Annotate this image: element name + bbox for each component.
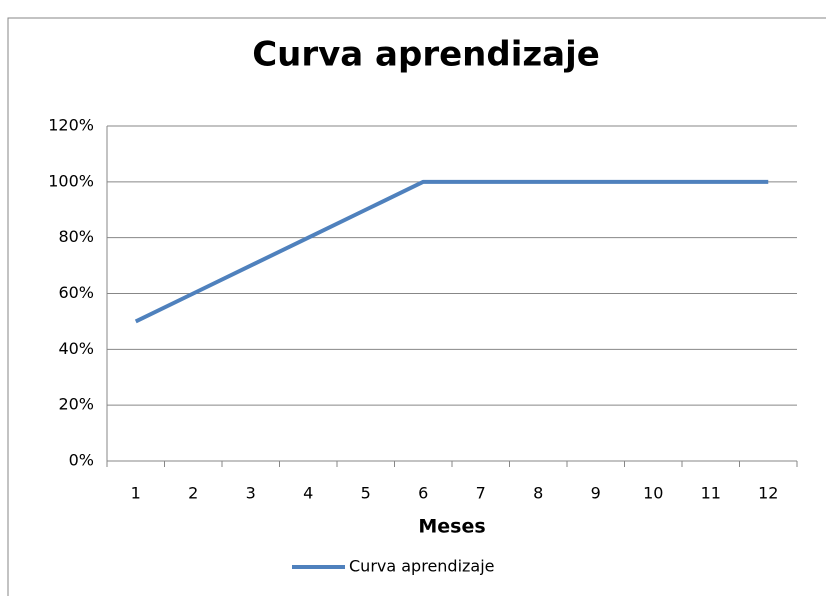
x-tick-label: 3 xyxy=(246,484,256,503)
x-tick-label: 12 xyxy=(758,484,778,503)
y-tick-label: 80% xyxy=(58,227,94,246)
x-tick-label: 2 xyxy=(188,484,198,503)
y-tick-label: 120% xyxy=(48,116,94,135)
x-tick-label: 10 xyxy=(643,484,663,503)
y-tick-label: 0% xyxy=(69,451,94,470)
y-tick-label: 20% xyxy=(58,395,94,414)
y-tick-label: 40% xyxy=(58,339,94,358)
x-tick-label: 6 xyxy=(418,484,428,503)
x-axis-label: Meses xyxy=(418,516,485,538)
x-tick-label: 9 xyxy=(591,484,601,503)
chart-frame xyxy=(7,17,826,596)
x-tick-label: 11 xyxy=(701,484,721,503)
x-tick-label: 4 xyxy=(303,484,313,503)
chart-title: Curva aprendizaje xyxy=(252,35,600,75)
x-tick-label: 5 xyxy=(361,484,371,503)
legend-label: Curva aprendizaje xyxy=(349,557,495,576)
data-line xyxy=(134,179,769,324)
y-tick-label: 60% xyxy=(58,283,94,302)
y-tick-label: 100% xyxy=(48,171,94,190)
x-tick-label: 1 xyxy=(131,484,141,503)
x-tick-label: 8 xyxy=(533,484,543,503)
x-tick-label: 7 xyxy=(476,484,486,503)
